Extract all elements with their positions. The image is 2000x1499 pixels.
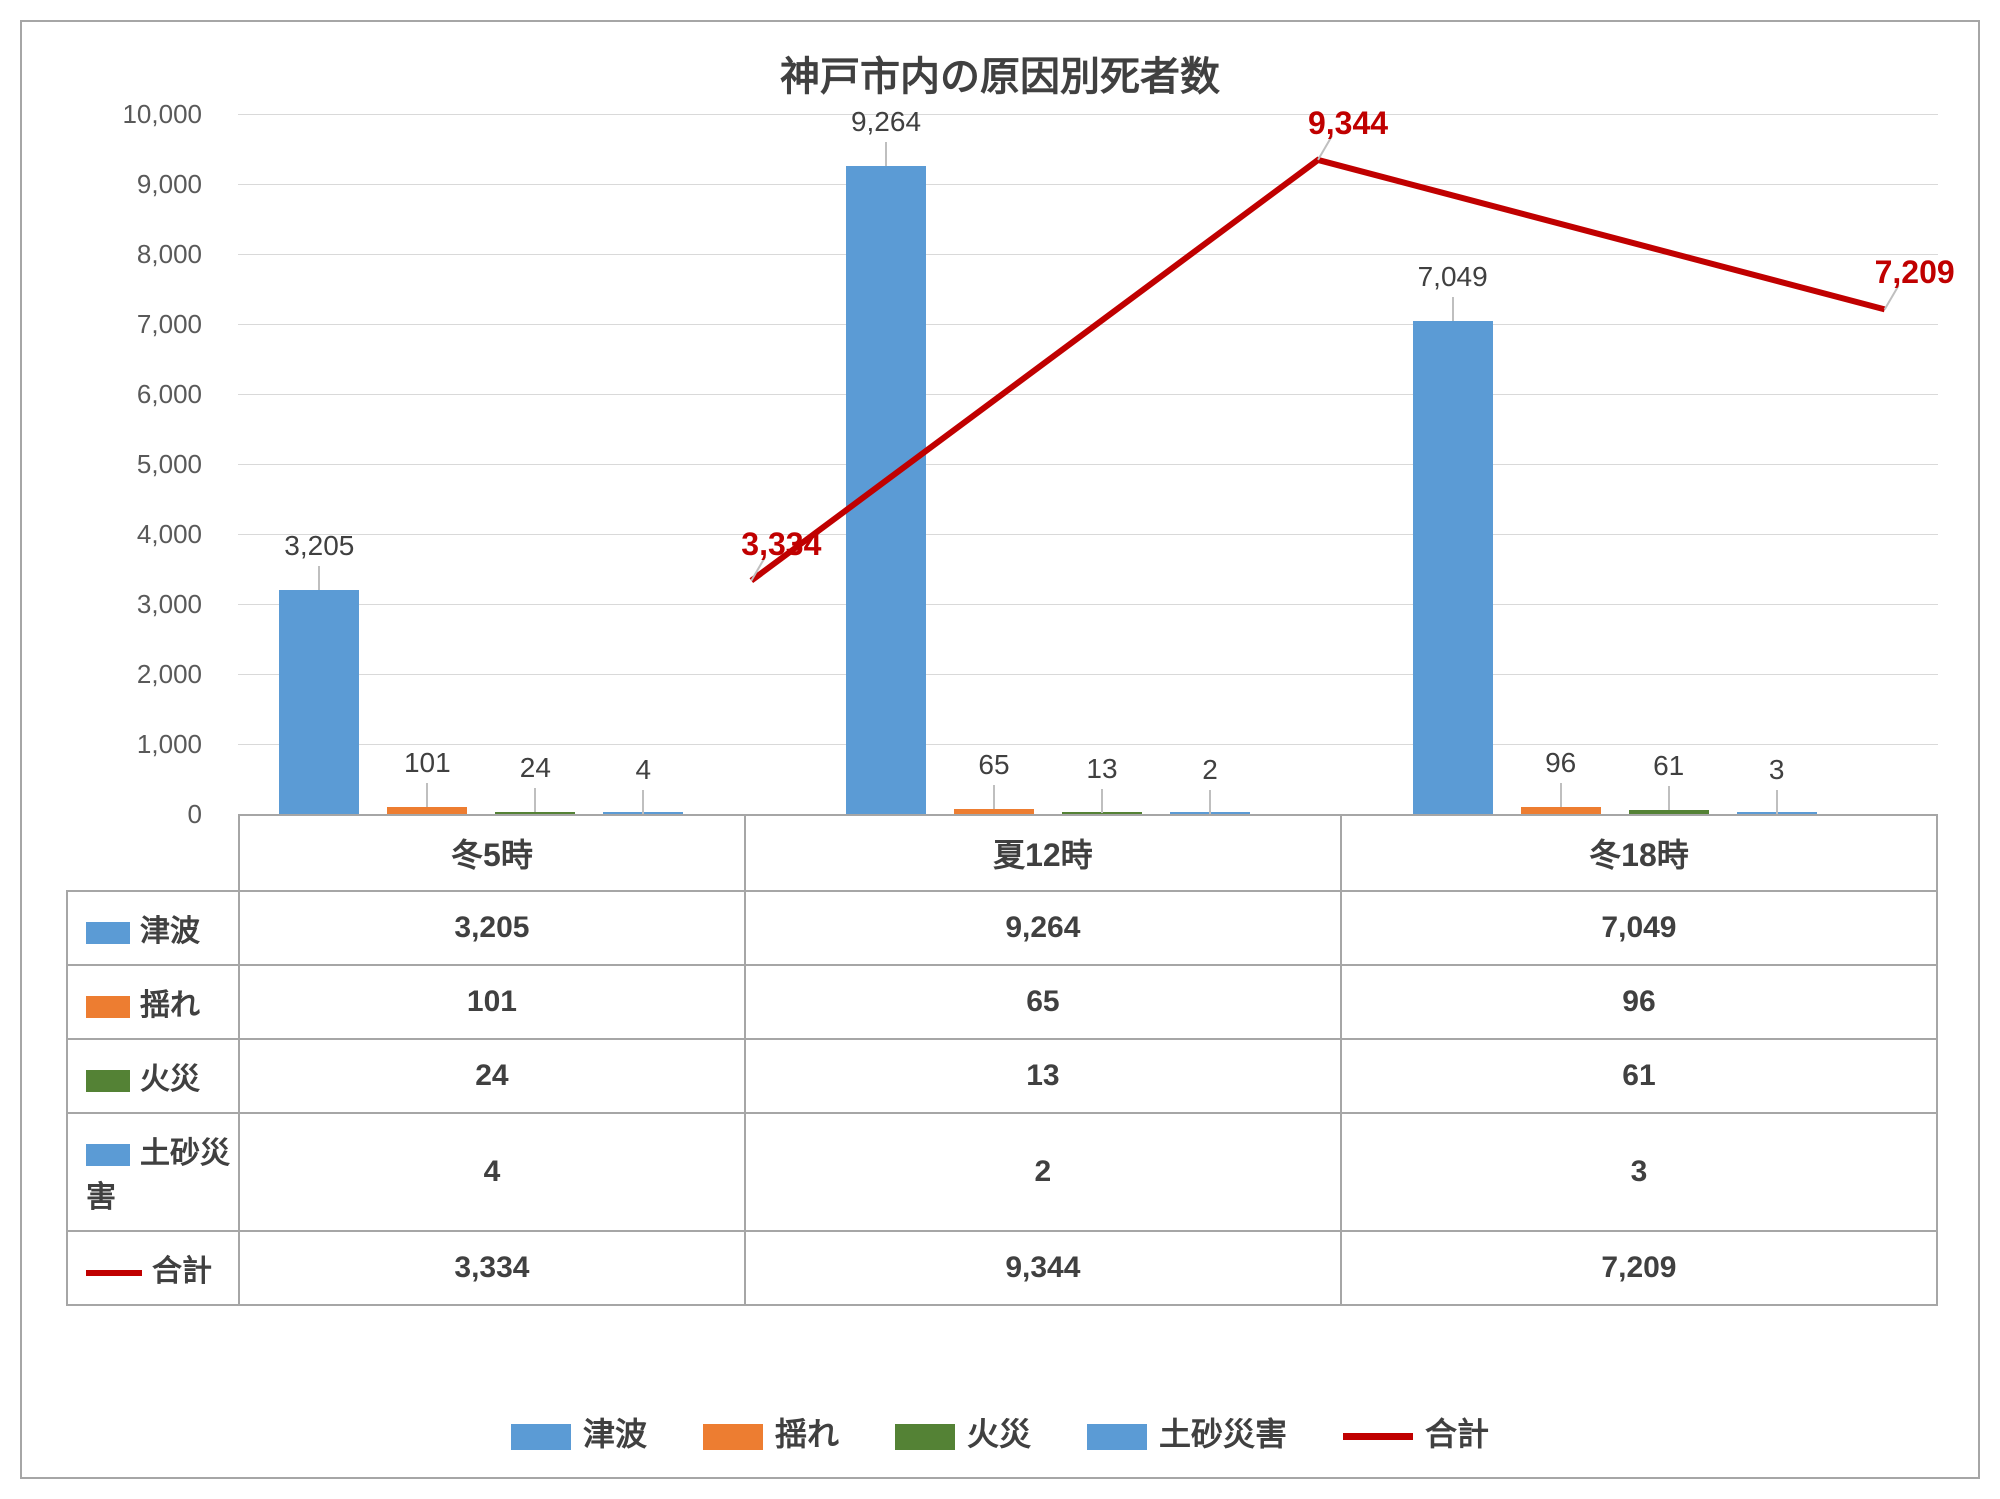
table-col-header: 冬5時 <box>239 815 745 891</box>
y-tick-label: 6,000 <box>22 379 202 410</box>
table-cell: 9,344 <box>745 1231 1341 1305</box>
line-value-label: 3,334 <box>741 526 821 563</box>
table-row-header: 津波 <box>67 891 239 965</box>
y-tick-label: 8,000 <box>22 239 202 270</box>
table-cell: 101 <box>239 965 745 1039</box>
total-line <box>751 160 1884 581</box>
table-row-header: 合計 <box>67 1231 239 1305</box>
legend-swatch <box>511 1424 571 1450</box>
legend-label: 土砂災害 <box>1159 1416 1287 1452</box>
line-value-label: 9,344 <box>1308 105 1388 142</box>
legend-swatch <box>1087 1424 1147 1450</box>
table-cell: 96 <box>1341 965 1937 1039</box>
data-table: 冬5時 夏12時 冬18時 津波 3,2059,2647,049 揺れ 1016596… <box>66 814 1938 1306</box>
series-name: 火災 <box>140 1063 200 1096</box>
legend-label: 火災 <box>967 1416 1031 1452</box>
table-row-header: 揺れ <box>67 965 239 1039</box>
legend-swatch <box>86 922 130 944</box>
legend-item: 土砂災害 <box>1087 1409 1287 1455</box>
table-col-header: 冬18時 <box>1341 815 1937 891</box>
table-cell: 65 <box>745 965 1341 1039</box>
legend-swatch <box>703 1424 763 1450</box>
table-cell: 3,334 <box>239 1231 745 1305</box>
line-value-label: 7,209 <box>1875 254 1955 291</box>
legend-label: 揺れ <box>775 1416 839 1452</box>
y-tick-label: 5,000 <box>22 449 202 480</box>
table-row-header: 火災 <box>67 1039 239 1113</box>
table-category-row: 冬5時 夏12時 冬18時 <box>67 815 1937 891</box>
legend: 津波 揺れ 火災 土砂災害 合計 <box>22 1409 1978 1455</box>
y-tick-label: 1,000 <box>22 729 202 760</box>
chart-title: 神戸市内の原因別死者数 <box>22 44 1978 102</box>
table-row: 火災 241361 <box>67 1039 1937 1113</box>
y-tick-label: 3,000 <box>22 589 202 620</box>
y-tick-label: 4,000 <box>22 519 202 550</box>
y-tick-label: 7,000 <box>22 309 202 340</box>
y-tick-label: 2,000 <box>22 659 202 690</box>
legend-item: 揺れ <box>703 1409 839 1455</box>
table-cell: 13 <box>745 1039 1341 1113</box>
table-row: 土砂災害423 <box>67 1113 1937 1231</box>
table-cell: 3,205 <box>239 891 745 965</box>
legend-label: 合計 <box>1425 1416 1489 1452</box>
table-row: 津波 3,2059,2647,049 <box>67 891 1937 965</box>
legend-item: 津波 <box>511 1409 647 1455</box>
legend-line-swatch <box>1343 1433 1413 1440</box>
legend-line-swatch <box>86 1270 142 1276</box>
table-cell: 3 <box>1341 1113 1937 1231</box>
table-cell: 2 <box>745 1113 1341 1231</box>
legend-label: 津波 <box>583 1416 647 1452</box>
table-cell: 4 <box>239 1113 745 1231</box>
table-row: 合計 3,3349,3447,209 <box>67 1231 1937 1305</box>
chart-frame: 神戸市内の原因別死者数 01,0002,0003,0004,0005,0006,… <box>20 20 1980 1479</box>
series-name: 揺れ <box>140 989 200 1022</box>
legend-item: 合計 <box>1343 1409 1489 1455</box>
table-cell: 9,264 <box>745 891 1341 965</box>
table-col-header: 夏12時 <box>745 815 1341 891</box>
series-name: 津波 <box>140 915 200 948</box>
series-name: 合計 <box>152 1255 212 1288</box>
table-cell: 24 <box>239 1039 745 1113</box>
legend-item: 火災 <box>895 1409 1031 1455</box>
table-row: 揺れ 1016596 <box>67 965 1937 1039</box>
table-row-header: 土砂災害 <box>67 1113 239 1231</box>
legend-swatch <box>86 1070 130 1092</box>
line-overlay <box>238 114 1938 814</box>
table-cell: 7,049 <box>1341 891 1937 965</box>
y-tick-label: 10,000 <box>22 99 202 130</box>
table-cell: 7,209 <box>1341 1231 1937 1305</box>
y-tick-label: 9,000 <box>22 169 202 200</box>
table-cell: 61 <box>1341 1039 1937 1113</box>
legend-swatch <box>86 1144 130 1166</box>
legend-swatch <box>86 996 130 1018</box>
legend-swatch <box>895 1424 955 1450</box>
